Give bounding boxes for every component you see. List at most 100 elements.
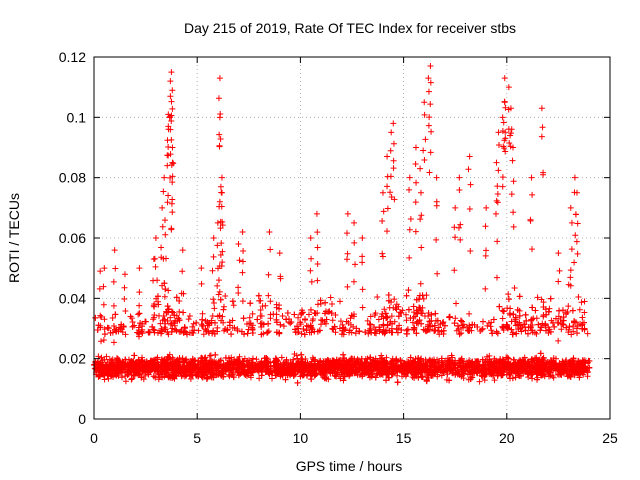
- data-point: [204, 319, 211, 326]
- data-point: [314, 301, 321, 308]
- data-point: [131, 352, 138, 359]
- data-point: [229, 317, 236, 324]
- data-point: [300, 326, 307, 333]
- data-point: [459, 366, 466, 373]
- data-point: [294, 323, 301, 330]
- data-point: [193, 319, 200, 326]
- data-point: [482, 358, 489, 365]
- data-point: [539, 356, 546, 363]
- data-point: [176, 308, 183, 315]
- data-point: [305, 311, 312, 318]
- data-point: [476, 378, 483, 385]
- data-point: [500, 324, 507, 331]
- data-point: [456, 331, 463, 338]
- data-point: [581, 298, 588, 305]
- data-point: [372, 374, 379, 381]
- data-point: [507, 311, 514, 318]
- data-point: [149, 323, 156, 330]
- data-point: [469, 321, 476, 328]
- data-point: [298, 330, 305, 337]
- data-point: [391, 296, 398, 303]
- data-point: [241, 331, 248, 338]
- data-point: [449, 370, 456, 377]
- data-point: [280, 323, 287, 330]
- data-point: [498, 372, 505, 379]
- data-point: [465, 361, 472, 368]
- data-point: [446, 377, 453, 384]
- data-point: [169, 325, 176, 332]
- data-point: [273, 319, 280, 326]
- data-point: [503, 354, 510, 361]
- data-point: [383, 372, 390, 379]
- data-point: [481, 370, 488, 377]
- data-point: [560, 360, 567, 367]
- data-point: [203, 327, 210, 334]
- data-point: [446, 313, 453, 320]
- data-point: [187, 375, 194, 382]
- data-point: [480, 318, 487, 325]
- data-point: [220, 306, 227, 313]
- data-point: [291, 311, 298, 318]
- data-point: [307, 322, 314, 329]
- data-point: [206, 352, 213, 359]
- data-point: [108, 373, 115, 380]
- data-point: [349, 362, 356, 369]
- data-point: [246, 320, 253, 327]
- data-point: [168, 308, 175, 315]
- data-point: [491, 377, 498, 384]
- data-point: [200, 331, 207, 338]
- data-point: [407, 315, 414, 322]
- data-point: [297, 373, 304, 380]
- data-point: [129, 323, 136, 330]
- data-point: [463, 323, 470, 330]
- data-point: [292, 371, 299, 378]
- data-point: [171, 312, 178, 319]
- data-point: [329, 317, 336, 324]
- data-point: [168, 320, 175, 327]
- data-point: [393, 326, 400, 333]
- data-point: [503, 371, 510, 378]
- data-point: [127, 313, 134, 320]
- data-point: [210, 327, 217, 334]
- data-point: [338, 331, 345, 338]
- data-point: [224, 326, 231, 333]
- data-point: [245, 326, 252, 333]
- data-point: [500, 308, 507, 315]
- data-point: [180, 309, 187, 316]
- data-point: [546, 305, 553, 312]
- data-point: [310, 315, 317, 322]
- data-point: [337, 318, 344, 325]
- data-point: [258, 320, 265, 327]
- data-point: [402, 311, 409, 318]
- data-point: [194, 363, 201, 370]
- data-point: [290, 356, 297, 363]
- data-point: [342, 326, 349, 333]
- data-point: [384, 322, 391, 329]
- data-point: [312, 310, 319, 317]
- data-point: [565, 329, 572, 336]
- data-point: [231, 324, 238, 331]
- data-point: [157, 320, 164, 327]
- data-point: [267, 311, 274, 318]
- data-point: [505, 291, 512, 298]
- data-point: [347, 321, 354, 328]
- data-point: [273, 358, 280, 365]
- data-point: [397, 357, 404, 364]
- data-point: [585, 357, 592, 364]
- data-point: [386, 374, 393, 381]
- data-point: [160, 357, 167, 364]
- data-point: [356, 364, 363, 371]
- data-point: [294, 379, 301, 386]
- data-point: [299, 309, 306, 316]
- data-point: [459, 322, 466, 329]
- data-point: [267, 369, 274, 376]
- data-point: [566, 323, 573, 330]
- data-point: [173, 327, 180, 334]
- data-point: [246, 314, 253, 321]
- data-point: [504, 363, 511, 370]
- data-point: [398, 327, 405, 334]
- data-point: [551, 323, 558, 330]
- data-point: [371, 361, 378, 368]
- data-point: [451, 320, 458, 327]
- data-point: [240, 315, 247, 322]
